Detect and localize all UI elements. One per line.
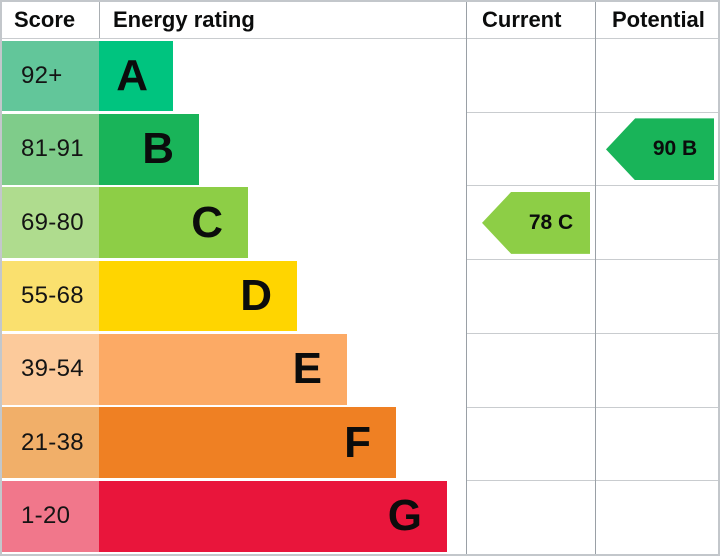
band-row-e: 39-54 E bbox=[2, 333, 466, 407]
column-header-potential: Potential bbox=[612, 7, 705, 32]
band-row-a: 92+ A bbox=[2, 40, 466, 114]
band-letter-e: E bbox=[292, 344, 322, 394]
grid-row-cell bbox=[466, 186, 718, 261]
band-letter-c: C bbox=[191, 197, 223, 247]
score-range-f: 21-38 bbox=[2, 407, 99, 479]
score-range-b: 81-91 bbox=[2, 113, 99, 185]
grid-row-cell bbox=[466, 260, 718, 334]
band-bar-f: F bbox=[99, 407, 396, 479]
band-bar-d: D bbox=[99, 260, 297, 332]
band-letter-d: D bbox=[240, 271, 272, 320]
band-row-c: 69-80 C bbox=[2, 187, 466, 260]
column-header-score: Score bbox=[14, 7, 76, 32]
score-range-e: 39-54 bbox=[2, 333, 99, 405]
column-header-energy-rating: Energy rating bbox=[99, 2, 466, 38]
score-range-g: 1-20 bbox=[2, 480, 99, 552]
current-rating-label: 78 C bbox=[528, 210, 574, 234]
band-bar-c: C bbox=[99, 187, 248, 259]
score-range-c: 69-80 bbox=[2, 187, 99, 259]
band-row-g: 1-20 G bbox=[2, 480, 466, 554]
band-letter-g: G bbox=[387, 491, 422, 541]
band-row-f: 21-38 F bbox=[2, 407, 466, 480]
band-bar-b: B bbox=[99, 113, 199, 185]
potential-rating-label: 90 B bbox=[652, 137, 698, 161]
band-letter-b: B bbox=[142, 124, 174, 174]
column-header-current: Current bbox=[482, 7, 562, 32]
band-row-d: 55-68 D bbox=[2, 260, 466, 334]
grid-row-cell bbox=[466, 113, 718, 187]
rating-bands: 92+ A 81-91 B 69-80 C 55-68 D 39-54 E 21-38 F 1-20 G bbox=[2, 39, 466, 554]
grid-row-cell bbox=[466, 39, 718, 113]
band-bar-e: E bbox=[99, 333, 347, 405]
band-letter-f: F bbox=[344, 417, 371, 467]
grid-row-cell bbox=[466, 334, 718, 408]
score-range-a: 92+ bbox=[2, 40, 99, 112]
band-bar-g: G bbox=[99, 480, 447, 552]
column-divider-potential bbox=[595, 2, 596, 554]
current-potential-grid bbox=[466, 39, 718, 554]
column-divider-current bbox=[466, 2, 467, 554]
band-row-b: 81-91 B bbox=[2, 113, 466, 187]
band-letter-a: A bbox=[116, 50, 148, 100]
grid-row-cell bbox=[466, 481, 718, 554]
score-range-d: 55-68 bbox=[2, 260, 99, 332]
band-bar-a: A bbox=[99, 40, 173, 112]
grid-row-cell bbox=[466, 408, 718, 482]
header-row: Score Energy rating Current Potential bbox=[2, 2, 718, 39]
